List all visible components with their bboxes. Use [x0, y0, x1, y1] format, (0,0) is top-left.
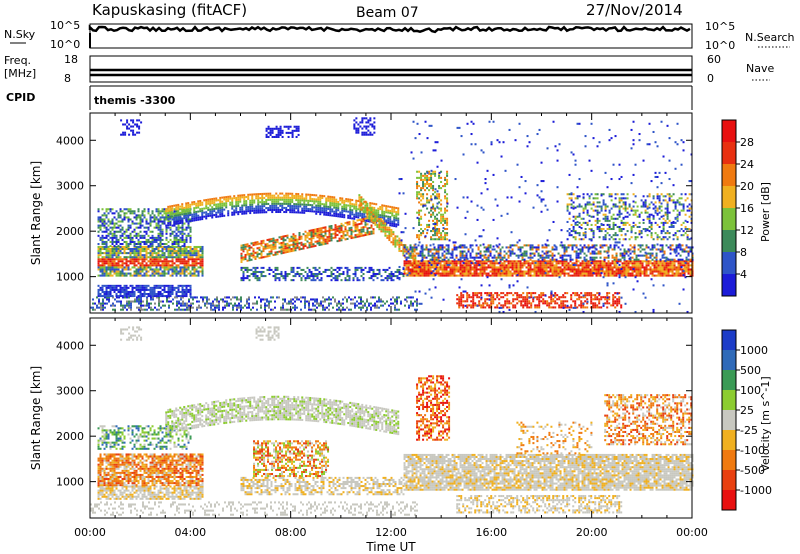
nave-tick-top: 60	[707, 53, 721, 66]
x-tick-label: 08:00	[275, 526, 307, 539]
colorbar-swatch	[722, 142, 736, 165]
colorbar-swatch	[722, 390, 736, 411]
colorbar-swatch	[722, 430, 736, 451]
velocity-heatmap	[90, 326, 694, 516]
colorbar-swatch	[722, 450, 736, 471]
colorbar-tick-label: 24	[740, 158, 754, 171]
cpid-strip	[89, 85, 693, 110]
nsky-label: N.Sky	[4, 28, 36, 41]
nsearch-tick-bottom: 10^0	[705, 39, 735, 52]
x-tick-label: 00:00	[676, 526, 708, 539]
nsky-tick-bottom: 10^0	[50, 38, 80, 51]
x-axis-label: Time UT	[365, 540, 416, 554]
colorbar-swatch	[722, 164, 736, 187]
colorbar-tick-label: 28	[740, 136, 754, 149]
colorbar-tick-label: 1000	[740, 344, 768, 357]
colorbar-swatch	[722, 330, 736, 351]
freq-tick-top: 18	[64, 53, 78, 66]
x-tick-labels: 00:00 04:00 08:00 12:00 16:00 20:00 00:00	[74, 526, 708, 539]
colorbar-swatch	[722, 274, 736, 297]
y-tick-label: 2000	[56, 430, 84, 443]
colorbar-tick-label: -1000	[740, 484, 772, 497]
colorbar-swatch	[722, 186, 736, 209]
cpid-value: themis -3300	[94, 94, 176, 107]
power-heatmap	[90, 117, 694, 313]
power-colorbar-label: Power [dB]	[759, 182, 772, 242]
date-title: 27/Nov/2014	[586, 1, 683, 19]
x-tick-label: 04:00	[174, 526, 206, 539]
nave-tick-bottom: 0	[707, 72, 714, 85]
colorbar-swatch	[722, 370, 736, 391]
y-tick-label: 3000	[56, 385, 84, 398]
colorbar-tick-label: 12	[740, 224, 754, 237]
colorbar-tick-label: 16	[740, 202, 754, 215]
colorbar-swatch	[722, 470, 736, 491]
freq-strip	[89, 55, 693, 83]
nsearch-tick-top: 10^5	[705, 20, 735, 33]
colorbar-tick-label: 25	[740, 404, 754, 417]
colorbar-swatch	[722, 120, 736, 143]
velocity-panel: 1000 2000 3000 4000	[56, 317, 694, 519]
colorbar-swatch	[722, 230, 736, 253]
x-tick-label: 12:00	[375, 526, 407, 539]
y-tick-label: 4000	[56, 134, 84, 147]
colorbar-tick-label: 500	[740, 364, 761, 377]
nsky-strip	[88, 23, 693, 49]
colorbar-swatch	[722, 208, 736, 231]
velocity-ylabel: Slant Range [km]	[29, 366, 43, 470]
y-tick-label: 3000	[56, 180, 84, 193]
x-tick-label: 20:00	[576, 526, 608, 539]
freq-unit: [MHz]	[4, 67, 36, 80]
freq-tick-bottom: 8	[64, 72, 71, 85]
y-tick-label: 1000	[56, 271, 84, 284]
nsky-tick-top: 10^5	[50, 19, 80, 32]
colorbar-swatch	[722, 252, 736, 275]
colorbar-tick-label: 20	[740, 180, 754, 193]
colorbar-swatch	[722, 490, 736, 511]
nave-label: Nave	[746, 62, 774, 75]
velocity-colorbar: 1000 500 100 25 -25 -100 -500 -1000	[721, 329, 772, 511]
power-colorbar: 28 24 20 16 12 8 4	[721, 119, 754, 297]
colorbar-tick-label: -500	[740, 464, 765, 477]
nsky-series	[88, 24, 691, 34]
freq-label: Freq.	[4, 54, 31, 67]
velocity-colorbar-label: Velocity [m s^-1]	[759, 376, 772, 471]
colorbar-tick-label: -25	[740, 424, 758, 437]
x-tick-label: 00:00	[74, 526, 106, 539]
colorbar-tick-label: 100	[740, 384, 761, 397]
colorbar-tick-label: 8	[740, 246, 747, 259]
cpid-label: CPID	[6, 91, 35, 104]
y-tick-label: 2000	[56, 225, 84, 238]
colorbar-tick-label: 4	[740, 268, 747, 281]
station-title: Kapuskasing (fitACF)	[92, 1, 247, 19]
x-tick-label: 16:00	[475, 526, 507, 539]
y-tick-label: 1000	[56, 476, 84, 489]
y-tick-label: 4000	[56, 339, 84, 352]
colorbar-swatch	[722, 350, 736, 371]
colorbar-tick-label: -100	[740, 444, 765, 457]
power-panel: 1000 2000 3000 4000	[56, 112, 694, 314]
beam-title: Beam 07	[356, 5, 419, 21]
colorbar-swatch	[722, 410, 736, 431]
power-ylabel: Slant Range [km]	[29, 161, 43, 265]
nsearch-label: N.Search	[745, 31, 795, 44]
